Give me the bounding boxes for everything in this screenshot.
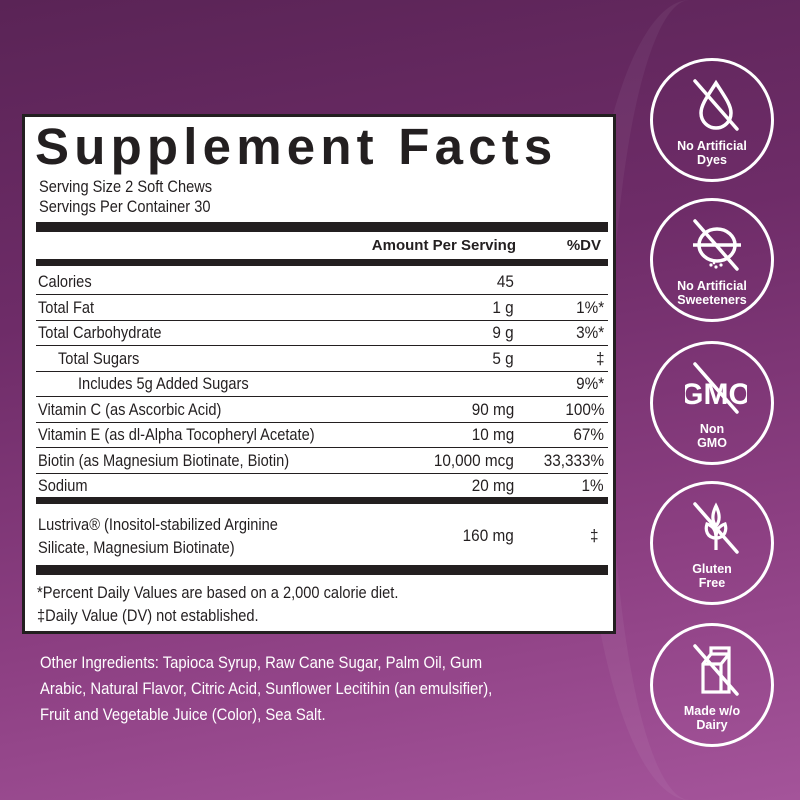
badge-no-drop: No Artificial Dyes bbox=[650, 58, 774, 182]
nutrient-row: Total Sugars 5 g ‡ bbox=[36, 346, 608, 372]
nutrient-amount: 9 g bbox=[492, 323, 514, 342]
nutrient-dv: 3%* bbox=[575, 323, 604, 342]
nutrient-dv: 9%* bbox=[575, 374, 604, 393]
nutrient-name: Total Fat bbox=[38, 297, 95, 317]
badge-label: Non GMO bbox=[653, 422, 771, 450]
nutrient-dv: 1% bbox=[581, 476, 604, 495]
header-amount: Amount Per Serving bbox=[371, 237, 516, 254]
badge-label-line1: No Artificial bbox=[677, 139, 747, 153]
blend-dv: ‡ bbox=[589, 526, 598, 545]
badge-label: No Artificial Dyes bbox=[653, 139, 771, 167]
nutrient-dv: 67% bbox=[573, 425, 604, 444]
nutrient-amount: 90 mg bbox=[471, 399, 514, 419]
badge-no-wheat: Gluten Free bbox=[650, 481, 774, 605]
badge-label-line2: GMO bbox=[697, 436, 727, 450]
other-ingredients: Other Ingredients: Tapioca Syrup, Raw Ca… bbox=[40, 650, 600, 728]
divider-thick bbox=[36, 565, 608, 575]
nutrient-name: Sodium bbox=[38, 476, 88, 495]
badge-label: Gluten Free bbox=[653, 562, 771, 590]
divider-thick bbox=[36, 222, 608, 232]
blend-amount: 160 mg bbox=[462, 526, 514, 545]
badge-label-line2: Sweeteners bbox=[677, 293, 747, 307]
nutrient-dv: 100% bbox=[564, 399, 604, 419]
nutrient-amount: 45 bbox=[496, 272, 514, 291]
no-gmo-icon: GMO bbox=[685, 362, 747, 414]
no-milk-carton-icon bbox=[693, 644, 739, 696]
badge-no-milk-carton: Made w/o Dairy bbox=[650, 623, 774, 747]
badge-no-sweetener: No Artificial Sweeteners bbox=[650, 198, 774, 322]
badge-label-line1: Gluten bbox=[692, 562, 732, 576]
nutrient-row: Vitamin C (as Ascorbic Acid) 90 mg 100% bbox=[36, 397, 608, 423]
nutrient-dv: 33,333% bbox=[543, 450, 604, 470]
servings-per-container-text: Servings Per Container 30 bbox=[39, 197, 211, 216]
serving-size: Serving Size 2 Soft Chews bbox=[39, 177, 240, 197]
nutrient-name: Vitamin E (as dl-Alpha Tocopheryl Acetat… bbox=[38, 425, 315, 444]
badge-label-line2: Dyes bbox=[697, 153, 727, 167]
badge-label-line1: Non bbox=[699, 422, 725, 436]
nutrient-name: Total Sugars bbox=[58, 348, 140, 368]
footnote-not-established: ‡Daily Value (DV) not established. bbox=[37, 606, 295, 626]
badge-label: Made w/o Dairy bbox=[653, 704, 771, 732]
blend-name-line1: Lustriva® (Inositol-stabilized Arginine bbox=[38, 515, 278, 534]
no-drop-icon bbox=[693, 79, 739, 131]
nutrient-row: Total Fat 1 g 1%* bbox=[36, 295, 608, 321]
nutrient-amount: 20 mg bbox=[471, 476, 514, 495]
servings-per-container: Servings Per Container 30 bbox=[39, 197, 238, 217]
badge-label: No Artificial Sweeteners bbox=[653, 279, 771, 307]
nutrient-name: Calories bbox=[38, 272, 92, 291]
other-ingredients-line: Other Ingredients: Tapioca Syrup, Raw Ca… bbox=[40, 654, 483, 672]
blend-row: Lustriva® (Inositol-stabilized Arginine S… bbox=[36, 512, 608, 558]
badge-no-gmo: GMO Non GMO bbox=[650, 341, 774, 465]
supplement-facts-panel: Supplement Facts Serving Size 2 Soft Che… bbox=[22, 114, 616, 634]
blend-name-line2: Silicate, Magnesium Biotinate) bbox=[38, 538, 235, 557]
nutrient-amount: 1 g bbox=[492, 297, 514, 317]
footnote-dv-text: *Percent Daily Values are based on a 2,0… bbox=[37, 583, 399, 602]
nutrient-row: Biotin (as Magnesium Biotinate, Biotin) 1… bbox=[36, 448, 608, 474]
badge-label-line2: Free bbox=[698, 576, 726, 590]
nutrient-row: Calories 45 bbox=[36, 269, 608, 295]
nutrient-name: Total Carbohydrate bbox=[38, 323, 162, 342]
divider-thick bbox=[36, 497, 608, 504]
nutrient-amount: 10 mg bbox=[471, 425, 514, 444]
divider-thick bbox=[36, 259, 608, 266]
nutrient-row: Vitamin E (as dl-Alpha Tocopheryl Acetat… bbox=[36, 422, 608, 448]
other-ingredients-line: Fruit and Vegetable Juice (Color), Sea S… bbox=[40, 706, 326, 724]
serving-size-text: Serving Size 2 Soft Chews bbox=[39, 177, 213, 196]
gmo-glyph: GMO bbox=[685, 378, 747, 411]
no-sweetener-icon bbox=[693, 219, 741, 271]
nutrient-name: Includes 5g Added Sugars bbox=[78, 374, 249, 393]
footnote-dv: *Percent Daily Values are based on a 2,0… bbox=[37, 583, 457, 603]
nutrient-amount: 10,000 mcg bbox=[434, 450, 514, 470]
panel-title: Supplement Facts bbox=[35, 118, 558, 175]
no-wheat-icon bbox=[693, 502, 739, 554]
badge-label-line1: Made w/o bbox=[683, 704, 741, 718]
footnote-not-established-text: ‡Daily Value (DV) not established. bbox=[37, 606, 259, 625]
nutrient-amount: 5 g bbox=[492, 348, 514, 368]
nutrient-dv: ‡ bbox=[595, 348, 604, 368]
nutrient-dv: 1%* bbox=[575, 297, 604, 317]
nutrient-row: Total Carbohydrate 9 g 3%* bbox=[36, 320, 608, 346]
header-dv: %DV bbox=[566, 237, 601, 254]
badge-label-line1: No Artificial bbox=[677, 279, 747, 293]
nutrient-row: Includes 5g Added Sugars 9%* bbox=[36, 371, 608, 397]
nutrient-name: Biotin (as Magnesium Biotinate, Biotin) bbox=[38, 450, 290, 470]
badge-label-line2: Dairy bbox=[696, 718, 728, 732]
nutrient-name: Vitamin C (as Ascorbic Acid) bbox=[38, 399, 222, 419]
other-ingredients-line: Arabic, Natural Flavor, Citric Acid, Sun… bbox=[40, 680, 493, 698]
nutrient-row: Sodium 20 mg 1% bbox=[36, 473, 608, 498]
